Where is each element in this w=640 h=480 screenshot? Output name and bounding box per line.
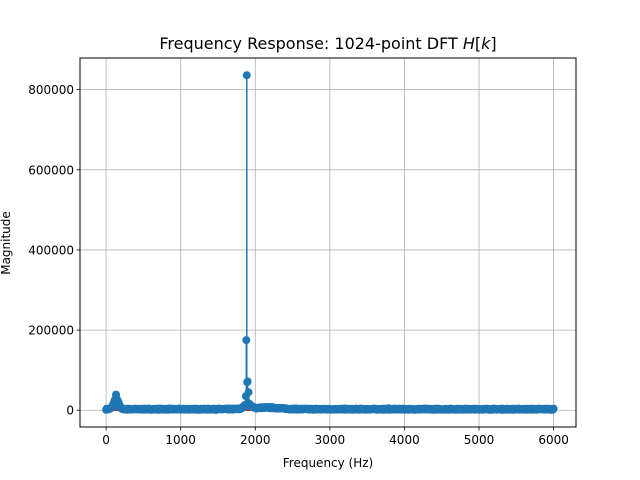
y-tick-label: 0 bbox=[66, 404, 74, 418]
x-tick-label: 0 bbox=[102, 433, 110, 447]
y-tick-label: 400000 bbox=[28, 243, 74, 257]
y-tick-label: 800000 bbox=[28, 83, 74, 97]
tick-marks: 0 1000 2000 3000 4000 5000 6000 0 200000 400000 60… bbox=[28, 83, 569, 447]
chart-title: Frequency Response: 1024-point DFT H[k] bbox=[159, 34, 496, 53]
x-tick-label: 3000 bbox=[315, 433, 346, 447]
y-tick-label: 200000 bbox=[28, 324, 74, 338]
stem-marker bbox=[242, 71, 251, 80]
axes-frame bbox=[79, 57, 577, 428]
stem-marker bbox=[243, 377, 252, 386]
stem-markers bbox=[102, 71, 558, 414]
x-tick-label: 1000 bbox=[165, 433, 196, 447]
x-tick-label: 5000 bbox=[464, 433, 495, 447]
grid-lines bbox=[80, 58, 576, 427]
stem-marker bbox=[244, 388, 253, 397]
x-axis-label: Frequency (Hz) bbox=[283, 456, 374, 470]
plot-area bbox=[102, 71, 558, 414]
y-tick-label: 600000 bbox=[28, 163, 74, 177]
y-axis-label: Magnitude bbox=[0, 211, 13, 275]
stem-marker bbox=[242, 336, 251, 345]
x-tick-label: 6000 bbox=[538, 433, 569, 447]
stem-marker bbox=[549, 404, 558, 413]
x-tick-label: 4000 bbox=[389, 433, 420, 447]
x-tick-label: 2000 bbox=[240, 433, 271, 447]
